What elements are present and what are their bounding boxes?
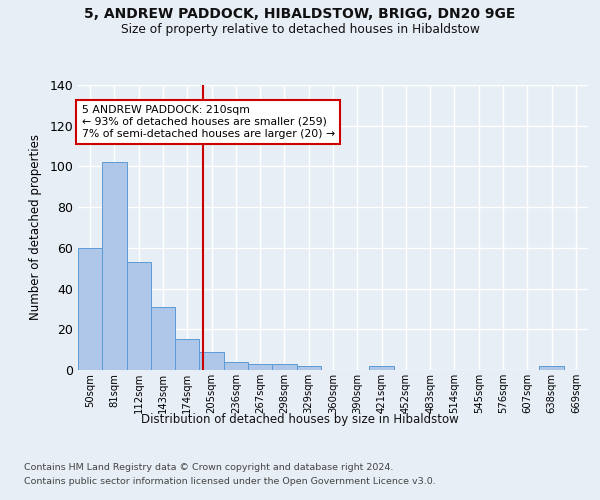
Text: Size of property relative to detached houses in Hibaldstow: Size of property relative to detached ho… xyxy=(121,22,479,36)
Text: Contains public sector information licensed under the Open Government Licence v3: Contains public sector information licen… xyxy=(24,478,436,486)
Bar xyxy=(199,352,224,370)
Bar xyxy=(296,366,321,370)
Y-axis label: Number of detached properties: Number of detached properties xyxy=(29,134,43,320)
Text: 5 ANDREW PADDOCK: 210sqm
← 93% of detached houses are smaller (259)
7% of semi-d: 5 ANDREW PADDOCK: 210sqm ← 93% of detach… xyxy=(82,106,335,138)
Bar xyxy=(127,262,151,370)
Bar xyxy=(248,364,272,370)
Bar xyxy=(539,366,564,370)
Text: Distribution of detached houses by size in Hibaldstow: Distribution of detached houses by size … xyxy=(141,412,459,426)
Bar xyxy=(272,364,296,370)
Bar xyxy=(102,162,127,370)
Bar xyxy=(224,362,248,370)
Bar xyxy=(151,307,175,370)
Bar xyxy=(175,340,199,370)
Text: 5, ANDREW PADDOCK, HIBALDSTOW, BRIGG, DN20 9GE: 5, ANDREW PADDOCK, HIBALDSTOW, BRIGG, DN… xyxy=(85,8,515,22)
Bar xyxy=(78,248,102,370)
Bar xyxy=(370,366,394,370)
Text: Contains HM Land Registry data © Crown copyright and database right 2024.: Contains HM Land Registry data © Crown c… xyxy=(24,462,394,471)
